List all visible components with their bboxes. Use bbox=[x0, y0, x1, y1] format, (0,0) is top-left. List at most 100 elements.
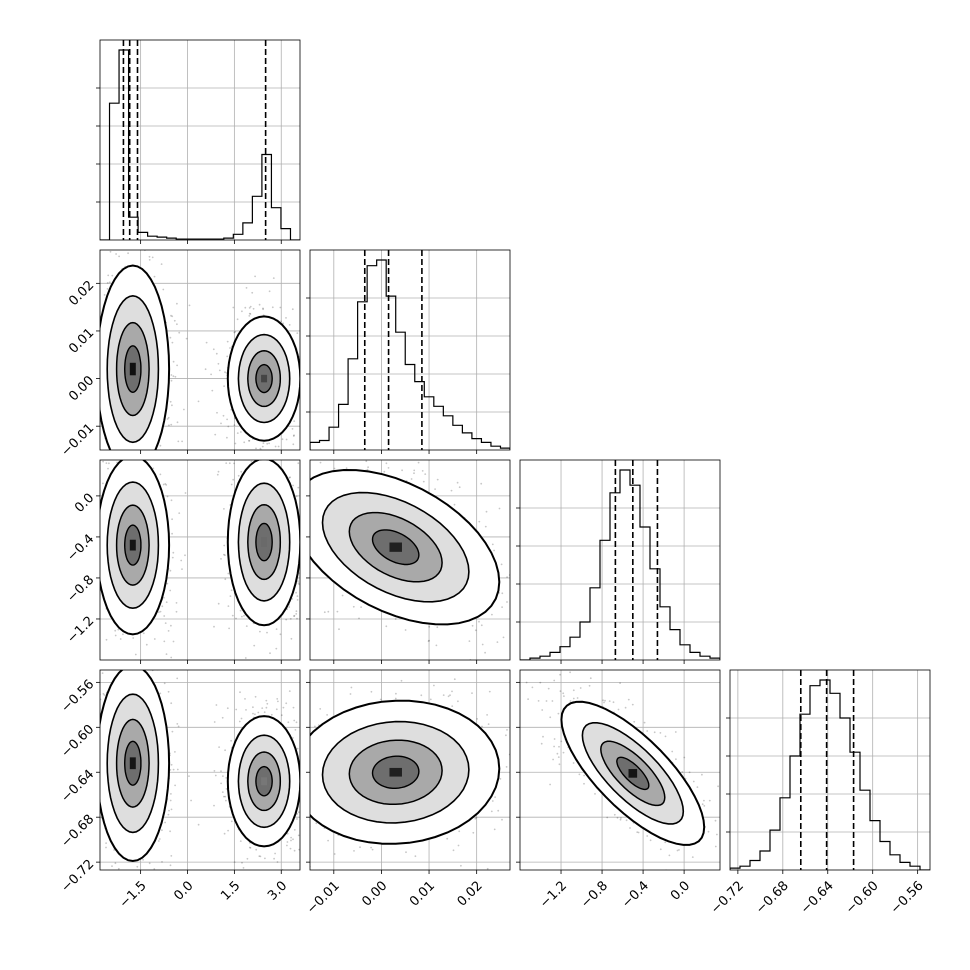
scatter-point bbox=[239, 840, 242, 842]
scatter-point bbox=[213, 770, 216, 772]
scatter-point bbox=[240, 470, 243, 473]
scatter-point bbox=[120, 450, 122, 452]
scatter-point bbox=[151, 256, 154, 259]
scatter-point bbox=[261, 445, 264, 448]
scatter-point bbox=[106, 282, 109, 284]
scatter-point bbox=[109, 457, 111, 459]
scatter-point bbox=[480, 624, 483, 627]
scatter-point bbox=[74, 230, 76, 232]
scatter-point bbox=[225, 799, 227, 802]
scatter-point bbox=[149, 454, 151, 456]
scatter-point bbox=[98, 747, 100, 749]
scatter-point bbox=[158, 838, 161, 840]
scatter-point bbox=[498, 507, 501, 510]
scatter-point bbox=[304, 363, 306, 365]
scatter-point bbox=[174, 375, 177, 378]
scatter-point bbox=[231, 614, 234, 617]
scatter-point bbox=[262, 442, 265, 444]
scatter-point bbox=[413, 469, 416, 472]
scatter-point bbox=[471, 624, 474, 627]
scatter-point bbox=[218, 369, 221, 372]
scatter-point bbox=[496, 641, 499, 643]
scatter-point bbox=[114, 656, 116, 658]
scatter-point bbox=[220, 422, 222, 425]
x-tick-label: 1.5 bbox=[218, 878, 243, 903]
scatter-point bbox=[132, 655, 134, 657]
scatter-point bbox=[292, 484, 294, 487]
scatter-point bbox=[185, 337, 188, 340]
scatter-point bbox=[292, 706, 295, 709]
scatter-point bbox=[178, 512, 181, 514]
scatter-point bbox=[532, 605, 534, 607]
scatter-point bbox=[169, 708, 171, 710]
scatter-point bbox=[118, 667, 120, 669]
scatter-point bbox=[264, 455, 266, 457]
scatter-point bbox=[159, 473, 162, 476]
scatter-point bbox=[90, 521, 92, 523]
scatter-point bbox=[94, 436, 96, 438]
scatter-point bbox=[216, 473, 219, 476]
scatter-point bbox=[103, 294, 106, 296]
scatter-point bbox=[295, 610, 298, 613]
y-tick-label: −0.72 bbox=[59, 857, 98, 896]
scatter-point bbox=[154, 462, 156, 464]
scatter-point bbox=[301, 593, 303, 595]
scatter-point bbox=[223, 508, 225, 510]
scatter-point bbox=[277, 700, 279, 703]
scatter-point bbox=[319, 302, 321, 304]
scatter-point bbox=[114, 902, 116, 904]
scatter-point bbox=[295, 428, 297, 430]
scatter-point bbox=[239, 609, 242, 612]
scatter-point bbox=[292, 443, 295, 446]
scatter-point bbox=[458, 486, 461, 489]
scatter-point bbox=[183, 408, 185, 411]
scatter-point bbox=[243, 441, 246, 444]
scatter-point bbox=[506, 601, 508, 603]
scatter-point bbox=[163, 640, 166, 643]
scatter-point bbox=[89, 306, 91, 308]
scatter-point bbox=[305, 543, 307, 545]
scatter-point bbox=[230, 820, 233, 823]
scatter-point bbox=[114, 634, 117, 637]
scatter-point bbox=[302, 343, 304, 345]
scatter-point bbox=[285, 317, 287, 319]
scatter-point bbox=[298, 583, 300, 586]
scatter-point bbox=[272, 277, 275, 279]
scatter-point bbox=[221, 716, 224, 719]
scatter-point bbox=[95, 422, 97, 424]
scatter-point bbox=[266, 442, 269, 445]
scatter-point bbox=[220, 558, 222, 560]
scatter-point bbox=[217, 602, 220, 605]
scatter-point bbox=[95, 722, 97, 724]
scatter-point bbox=[87, 303, 89, 305]
scatter-point bbox=[223, 553, 225, 556]
scatter-point bbox=[525, 638, 527, 640]
scatter-point bbox=[98, 344, 100, 346]
panel-frame bbox=[99, 249, 301, 451]
scatter-point bbox=[245, 625, 248, 627]
scatter-point bbox=[228, 462, 231, 465]
scatter-point bbox=[312, 582, 314, 584]
scatter-point bbox=[155, 635, 157, 637]
scatter-point bbox=[127, 457, 129, 459]
scatter-point bbox=[102, 460, 104, 463]
scatter-point bbox=[263, 711, 266, 714]
scatter-point bbox=[136, 650, 138, 652]
scatter-point bbox=[166, 582, 169, 585]
scatter-point bbox=[149, 455, 151, 457]
scatter-point bbox=[248, 447, 250, 449]
scatter-point bbox=[296, 471, 298, 473]
scatter-point bbox=[163, 615, 166, 617]
scatter-point bbox=[217, 362, 220, 365]
scatter-point bbox=[286, 841, 289, 843]
scatter-point bbox=[270, 455, 272, 457]
scatter-point bbox=[148, 259, 151, 261]
scatter-point bbox=[94, 791, 96, 793]
scatter-point bbox=[223, 385, 226, 387]
scatter-point bbox=[224, 795, 227, 798]
scatter-point bbox=[170, 499, 173, 502]
scatter-point bbox=[96, 826, 98, 828]
scatter-point bbox=[286, 832, 289, 835]
scatter-point bbox=[225, 777, 228, 779]
scatter-point bbox=[230, 589, 233, 592]
